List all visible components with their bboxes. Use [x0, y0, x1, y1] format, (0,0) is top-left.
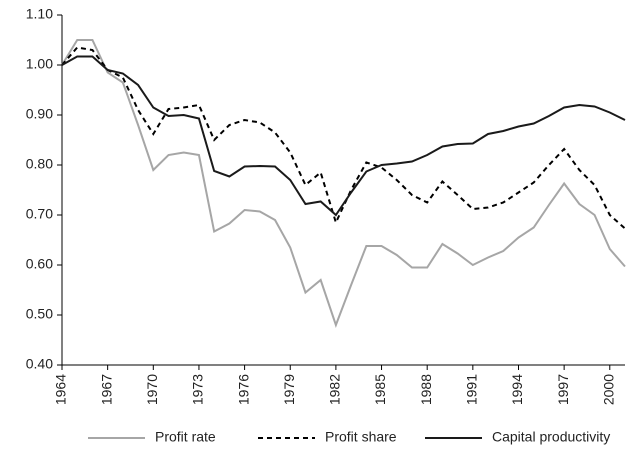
- x-tick-label: 1973: [190, 374, 206, 405]
- y-tick-label: 1.00: [26, 56, 53, 72]
- y-tick-label: 0.70: [26, 206, 53, 222]
- legend-label: Profit share: [325, 429, 397, 445]
- x-tick-label: 1991: [464, 374, 480, 405]
- x-tick-label: 1988: [418, 374, 434, 405]
- series-line: [61, 46, 626, 230]
- x-tick-label: 1964: [53, 374, 69, 405]
- x-tick-label: 1982: [327, 374, 343, 405]
- legend-label: Capital productivity: [492, 429, 610, 445]
- x-tick-label: 1979: [281, 374, 297, 405]
- y-tick-label: 0.40: [26, 356, 53, 372]
- x-tick-label: 1994: [509, 374, 525, 405]
- x-tick-label: 1997: [555, 374, 571, 405]
- x-tick-label: 1967: [98, 374, 114, 405]
- y-tick-label: 0.90: [26, 106, 53, 122]
- series-line: [61, 39, 626, 328]
- x-tick-label: 1976: [235, 374, 251, 405]
- y-tick-label: 0.80: [26, 156, 53, 172]
- y-tick-label: 0.50: [26, 306, 53, 322]
- x-tick-label: 2000: [600, 374, 616, 405]
- y-tick-label: 0.60: [26, 256, 53, 272]
- y-tick-label: 1.10: [26, 6, 53, 22]
- series-line: [61, 55, 626, 217]
- x-tick-label: 1985: [372, 374, 388, 405]
- legend-label: Profit rate: [155, 429, 216, 445]
- x-tick-label: 1970: [144, 374, 160, 405]
